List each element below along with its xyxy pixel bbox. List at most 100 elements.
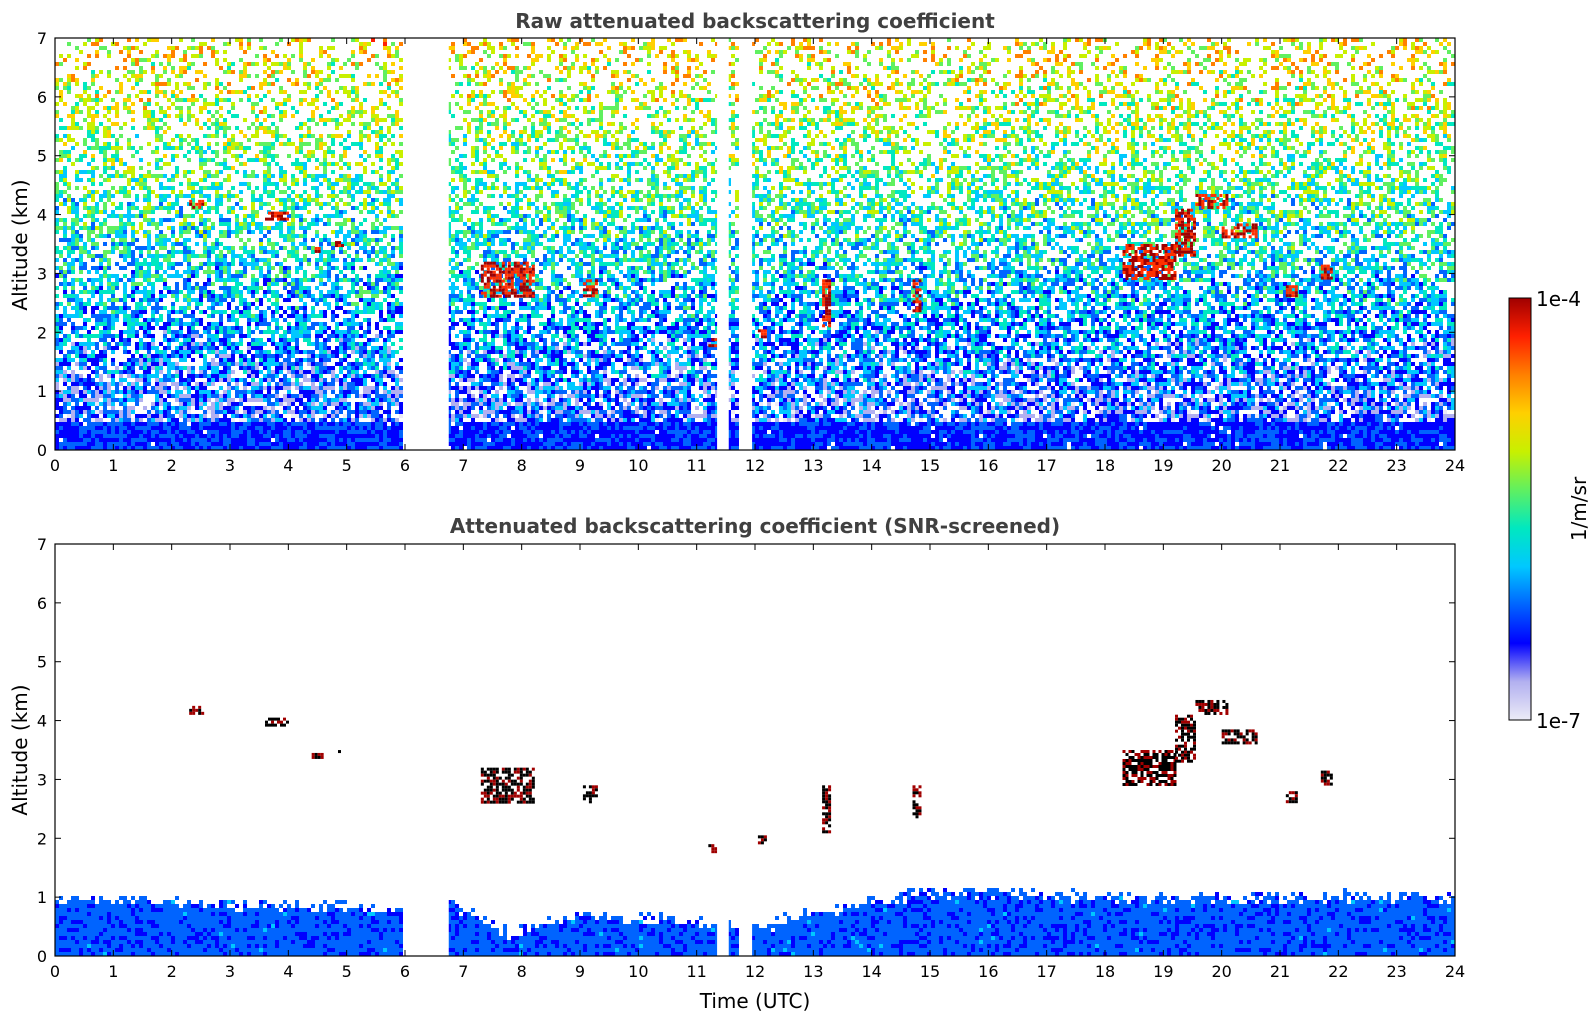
heatmap-cell [191,438,195,442]
heatmap-cell [255,326,259,330]
heatmap-cell [223,282,227,286]
heatmap-cell [359,446,363,450]
heatmap-cell [87,62,91,66]
heatmap-cell [215,422,219,426]
heatmap-cell [371,298,375,302]
heatmap-cell [263,174,267,178]
heatmap-cell [267,390,271,394]
heatmap-cell [247,390,251,394]
heatmap-cell [59,446,63,450]
heatmap-cell [359,346,363,350]
heatmap-cell [371,226,375,230]
heatmap-cell [359,382,363,386]
heatmap-cell [199,342,203,346]
heatmap-cell [355,86,359,90]
heatmap-cell [59,418,63,422]
heatmap-cell [59,218,63,222]
heatmap-cell [91,294,95,298]
heatmap-cell [115,142,119,146]
heatmap-cell [363,122,367,126]
heatmap-cell [343,274,347,278]
heatmap-cell [327,382,331,386]
heatmap-cell [91,258,95,262]
heatmap-cell [95,342,99,346]
heatmap-cell [67,410,71,414]
heatmap-cell [87,122,91,126]
heatmap-cell [223,130,227,134]
heatmap-cell [323,370,327,374]
heatmap-cell [255,198,259,202]
heatmap-cell [159,362,163,366]
heatmap-cell [59,170,63,174]
heatmap-cell [347,410,351,414]
heatmap-cell [195,402,199,406]
heatmap-cell [111,186,115,190]
heatmap-cell [283,310,287,314]
heatmap-cell [211,350,215,354]
heatmap-cell [335,402,339,406]
heatmap-cell [251,430,255,434]
heatmap-cell [55,338,59,342]
heatmap-cell [227,426,231,430]
heatmap-cell [187,350,191,354]
heatmap-cell [219,442,223,446]
heatmap-cell [123,322,127,326]
heatmap-cell [99,438,103,442]
heatmap-cell [223,374,227,378]
heatmap-cell [211,158,215,162]
heatmap-cell [155,422,159,426]
heatmap-cell [195,430,199,434]
heatmap-cell [63,258,67,262]
heatmap-cell [187,342,191,346]
heatmap-cell [71,382,75,386]
heatmap-cell [55,314,59,318]
heatmap-cell [291,286,295,290]
heatmap-cell [319,218,323,222]
heatmap-cell [151,354,155,358]
heatmap-cell [191,250,195,254]
heatmap-cell [343,386,347,390]
heatmap-cell [187,438,191,442]
heatmap-cell [291,398,295,402]
heatmap-cell [247,86,251,90]
heatmap-cell [55,206,59,210]
heatmap-cell [267,182,271,186]
heatmap-cell [143,330,147,334]
heatmap-cell [119,134,123,138]
heatmap-cell [155,390,159,394]
heatmap-cell [303,446,307,450]
heatmap-cell [167,250,171,254]
heatmap-cell [123,314,127,318]
heatmap-cell [115,114,119,118]
heatmap-cell [195,302,199,306]
heatmap-cell [291,282,295,286]
heatmap-cell [371,286,375,290]
heatmap-cell [259,198,263,202]
heatmap-cell [243,170,247,174]
heatmap-cell [55,210,59,214]
heatmap-cell [199,394,203,398]
heatmap-cell [187,414,191,418]
heatmap-cell [287,78,291,82]
heatmap-cell [219,426,223,430]
heatmap-cell [143,422,147,426]
heatmap-cell [291,178,295,182]
heatmap-cell [151,66,155,70]
heatmap-cell [231,334,235,338]
heatmap-cell [103,382,107,386]
heatmap-cell [87,426,91,430]
heatmap-cell [267,130,271,134]
heatmap-cell [275,318,279,322]
heatmap-cell [235,170,239,174]
heatmap-cell [319,54,323,58]
heatmap-cell [223,366,227,370]
heatmap-cell [83,250,87,254]
heatmap-cell [279,334,283,338]
heatmap-cell [363,170,367,174]
heatmap-cell [187,142,191,146]
heatmap-cell [275,402,279,406]
heatmap-cell [327,326,331,330]
heatmap-cell [347,262,351,266]
heatmap-cell [315,446,319,450]
heatmap-cell [83,86,87,90]
